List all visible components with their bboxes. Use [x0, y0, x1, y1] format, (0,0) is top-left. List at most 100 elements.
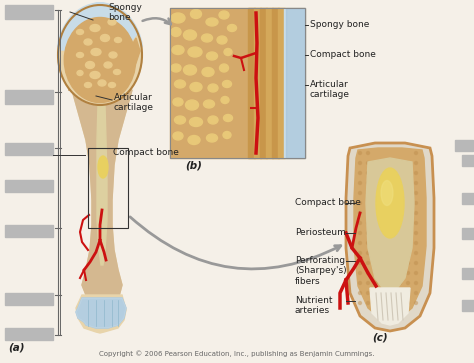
Ellipse shape	[185, 100, 199, 110]
Bar	[462, 300, 474, 311]
Ellipse shape	[374, 241, 377, 245]
Ellipse shape	[383, 291, 385, 294]
Ellipse shape	[77, 70, 83, 76]
Ellipse shape	[383, 241, 385, 245]
Bar	[455, 140, 473, 151]
Ellipse shape	[383, 272, 385, 274]
Ellipse shape	[391, 302, 393, 305]
Bar	[462, 268, 474, 279]
Ellipse shape	[358, 182, 362, 184]
Ellipse shape	[399, 272, 401, 274]
Ellipse shape	[391, 252, 393, 254]
Ellipse shape	[407, 272, 410, 274]
Ellipse shape	[109, 82, 116, 87]
Ellipse shape	[407, 182, 410, 184]
Ellipse shape	[207, 134, 218, 142]
Ellipse shape	[104, 62, 112, 68]
Ellipse shape	[98, 80, 106, 86]
Text: Periosteum: Periosteum	[295, 228, 346, 237]
Ellipse shape	[366, 272, 370, 274]
Ellipse shape	[366, 182, 370, 184]
Ellipse shape	[115, 37, 121, 42]
Ellipse shape	[366, 261, 370, 265]
Ellipse shape	[414, 302, 418, 305]
Ellipse shape	[407, 252, 410, 254]
Ellipse shape	[366, 171, 370, 175]
Ellipse shape	[217, 36, 227, 44]
Bar	[5, 180, 53, 192]
Ellipse shape	[399, 212, 401, 215]
Ellipse shape	[109, 52, 117, 58]
Polygon shape	[76, 298, 126, 328]
Ellipse shape	[76, 53, 83, 57]
Ellipse shape	[366, 281, 370, 285]
Text: Copyright © 2006 Pearson Education, Inc., publishing as Benjamin Cummings.: Copyright © 2006 Pearson Education, Inc.…	[99, 350, 375, 357]
Ellipse shape	[90, 72, 100, 78]
Polygon shape	[76, 295, 126, 333]
Ellipse shape	[383, 212, 385, 215]
Ellipse shape	[407, 281, 410, 285]
Ellipse shape	[407, 212, 410, 215]
Ellipse shape	[381, 180, 393, 205]
Ellipse shape	[203, 100, 215, 108]
Text: (b): (b)	[185, 161, 202, 171]
Ellipse shape	[391, 201, 393, 204]
Ellipse shape	[391, 171, 393, 175]
Text: (c): (c)	[372, 332, 388, 342]
Ellipse shape	[366, 302, 370, 305]
Ellipse shape	[171, 64, 181, 72]
Ellipse shape	[399, 261, 401, 265]
Ellipse shape	[108, 19, 116, 25]
Ellipse shape	[191, 9, 201, 19]
Ellipse shape	[366, 221, 370, 224]
Ellipse shape	[391, 241, 393, 245]
Ellipse shape	[414, 192, 418, 195]
Bar	[170, 8, 305, 158]
Bar	[5, 328, 53, 340]
Ellipse shape	[358, 272, 362, 274]
Text: Spongy
bone: Spongy bone	[108, 3, 142, 23]
Ellipse shape	[76, 29, 83, 34]
Ellipse shape	[58, 5, 142, 105]
Polygon shape	[68, 90, 132, 300]
Ellipse shape	[414, 151, 418, 155]
Ellipse shape	[391, 232, 393, 234]
Ellipse shape	[414, 232, 418, 234]
Ellipse shape	[224, 114, 233, 122]
Text: Articular
cartilage: Articular cartilage	[310, 80, 350, 99]
Ellipse shape	[391, 281, 393, 285]
Ellipse shape	[358, 252, 362, 254]
Ellipse shape	[183, 65, 197, 75]
Ellipse shape	[414, 272, 418, 274]
Polygon shape	[354, 148, 426, 320]
Ellipse shape	[207, 52, 218, 60]
Bar	[248, 8, 255, 158]
Ellipse shape	[374, 272, 377, 274]
Polygon shape	[130, 35, 142, 70]
Ellipse shape	[171, 28, 181, 37]
Ellipse shape	[208, 84, 218, 92]
Text: Nutrient
arteries: Nutrient arteries	[295, 296, 332, 315]
Ellipse shape	[190, 118, 202, 126]
Ellipse shape	[358, 212, 362, 215]
Ellipse shape	[414, 221, 418, 224]
Ellipse shape	[222, 81, 231, 87]
Ellipse shape	[391, 162, 393, 164]
Ellipse shape	[414, 201, 418, 204]
Ellipse shape	[113, 69, 120, 74]
Ellipse shape	[358, 302, 362, 305]
Bar	[462, 155, 474, 166]
Bar	[260, 8, 267, 158]
Ellipse shape	[188, 135, 200, 144]
Ellipse shape	[374, 302, 377, 305]
Polygon shape	[68, 90, 132, 300]
Bar	[266, 8, 273, 158]
Ellipse shape	[399, 221, 401, 224]
Bar	[5, 293, 53, 305]
Ellipse shape	[358, 291, 362, 294]
Text: Compact bone: Compact bone	[113, 148, 179, 157]
Polygon shape	[131, 38, 140, 68]
Ellipse shape	[414, 261, 418, 265]
Ellipse shape	[358, 171, 362, 175]
Ellipse shape	[407, 201, 410, 204]
